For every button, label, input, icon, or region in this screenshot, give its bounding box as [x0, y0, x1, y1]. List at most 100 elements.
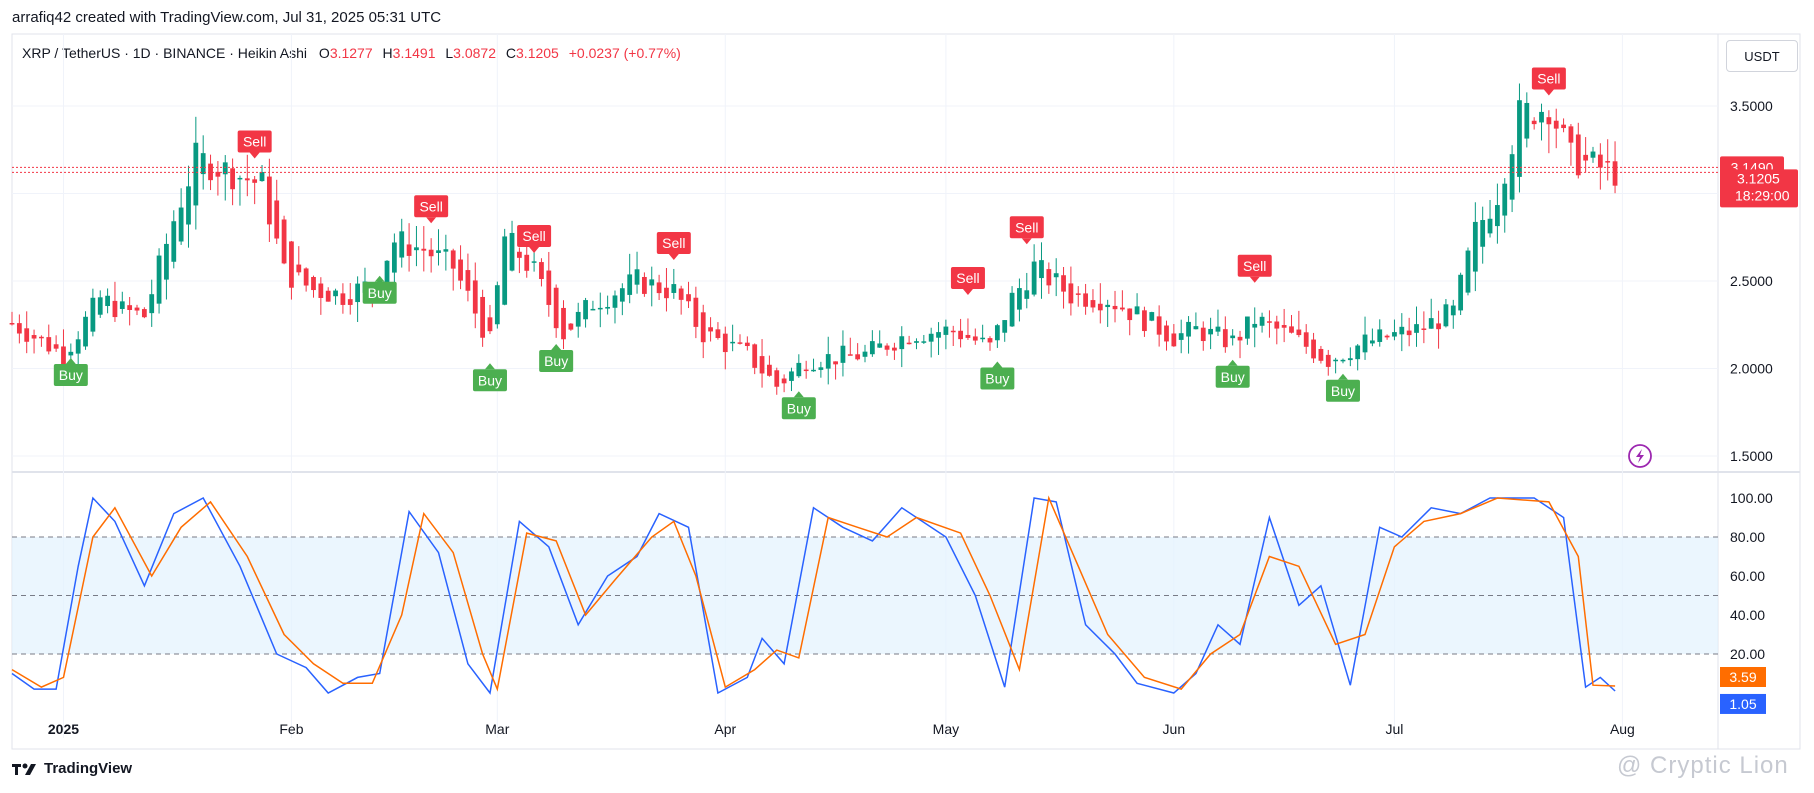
- candle-body-down: [1384, 335, 1390, 338]
- candle-body-up: [730, 341, 736, 344]
- candle-body-down: [487, 317, 493, 332]
- candle-body-down: [1289, 326, 1294, 333]
- candle-body-down: [700, 312, 706, 343]
- watermark: @ Cryptic Lion: [1617, 752, 1789, 779]
- candle-body-up: [1487, 218, 1493, 234]
- candle-body-up: [1377, 329, 1383, 342]
- candle-body-down: [1296, 329, 1302, 336]
- candle-body-down: [708, 327, 713, 332]
- candle-body-up: [1443, 304, 1449, 327]
- candle-body-down: [906, 342, 912, 345]
- symbol-line[interactable]: XRP / TetherUS · 1D · BINANCE · Heikin A…: [22, 45, 308, 61]
- candle-body-up: [193, 142, 199, 206]
- sell-signal-arrow: [529, 247, 540, 253]
- candle-body-down: [215, 171, 221, 177]
- candle-body-up: [1539, 111, 1544, 123]
- candle-body-down: [39, 336, 44, 339]
- candle-body-up: [502, 236, 508, 305]
- candle-body-down: [722, 333, 728, 353]
- candle-body-down: [1075, 293, 1081, 295]
- sell-signal-label: Sell: [522, 228, 545, 244]
- buy-signal-label: Buy: [478, 372, 502, 388]
- tradingview-logo-icon: [12, 763, 36, 775]
- candle-body-up: [1472, 221, 1478, 272]
- sell-signal-label: Sell: [419, 198, 442, 214]
- sell-signal-label: Sell: [243, 134, 266, 150]
- candle-body-down: [767, 364, 772, 376]
- price-tick-label: 1.5000: [1730, 448, 1773, 464]
- candle-body-down: [752, 344, 758, 368]
- candle-body-up: [105, 295, 110, 307]
- time-tick-label: Mar: [485, 721, 509, 737]
- candle-body-down: [1237, 336, 1243, 341]
- buy-signal-label: Buy: [368, 285, 392, 301]
- buy-signal-label: Buy: [59, 367, 83, 383]
- signals: Buy Sell Buy Sell Buy Sell Buy Sell Buy Sell Buy Se…: [53, 67, 1566, 420]
- candle-body-up: [605, 306, 611, 309]
- candle-body-down: [1575, 134, 1581, 176]
- chart-credit: arrafiq42 created with TradingView.com, …: [12, 9, 442, 26]
- time-tick-label: Jul: [1385, 721, 1403, 737]
- lightning-icon[interactable]: [1628, 444, 1652, 468]
- tradingview-brand: TradingView: [44, 760, 133, 777]
- candle-body-down: [112, 300, 118, 318]
- candle-body-up: [1340, 359, 1346, 362]
- buy-signal-label: Buy: [1221, 369, 1245, 385]
- time-tick-label: Jun: [1163, 721, 1186, 737]
- candle-body-up: [943, 326, 949, 335]
- candle-body-down: [803, 369, 809, 372]
- candle-body-up: [436, 250, 441, 253]
- candle-body-up: [877, 343, 883, 348]
- candle-body-down: [1267, 321, 1272, 323]
- buy-signal-badge: [539, 350, 574, 372]
- candle-body-up: [914, 341, 919, 343]
- candle-body-up: [575, 311, 581, 327]
- candle-body-up: [1024, 290, 1030, 299]
- candle-body-up: [1230, 335, 1236, 339]
- candle-body-up: [75, 339, 81, 354]
- candle-body-up: [1369, 340, 1375, 344]
- candle-body-down: [1318, 348, 1324, 361]
- candle-body-up: [1039, 260, 1044, 279]
- candle-body-up: [90, 297, 96, 332]
- sell-signal-arrow: [426, 217, 437, 224]
- buy-signal-arrow: [65, 358, 76, 364]
- candle-body-down: [737, 342, 743, 344]
- candle-body-down: [311, 276, 316, 291]
- candle-body-up: [583, 300, 588, 320]
- candle-body-down: [450, 250, 456, 269]
- candle-body-up: [796, 362, 802, 377]
- candle-body-down: [347, 299, 353, 305]
- candle-body-down: [759, 356, 765, 374]
- candle-body-down: [325, 290, 331, 302]
- time-tick-label: 2025: [48, 721, 79, 737]
- tradingview-logo[interactable]: TradingView: [12, 760, 132, 777]
- price-tick-label: 2.5000: [1730, 273, 1773, 289]
- candle-body-down: [950, 330, 956, 333]
- candle-body-down: [480, 296, 486, 338]
- candle-body-up: [531, 261, 537, 263]
- open-label: O: [318, 45, 330, 61]
- candle-body-down: [1421, 328, 1427, 330]
- buy-signal-arrow: [1337, 373, 1348, 380]
- low-value: 3.0872: [453, 45, 496, 61]
- candle-body-down: [678, 288, 684, 300]
- candle-body-up: [1355, 345, 1361, 360]
- candle-body-down: [1112, 305, 1118, 310]
- candle-body-down: [1281, 325, 1287, 328]
- buy-signal-arrow: [551, 344, 562, 350]
- sell-signal-badge: [1237, 254, 1272, 277]
- sell-signal-badge: [1009, 216, 1044, 239]
- sell-signal-arrow: [1021, 238, 1032, 245]
- candle-body-up: [671, 284, 677, 293]
- currency-button[interactable]: USDT: [1726, 40, 1798, 72]
- candles: [9, 83, 1618, 395]
- candle-body-up: [399, 231, 405, 258]
- osc-tick-label: 40.00: [1730, 607, 1765, 623]
- candle-body-down: [516, 251, 522, 258]
- candle-body-down: [281, 219, 287, 264]
- candle-body-down: [1325, 354, 1331, 367]
- chart-svg[interactable]: Buy Sell Buy Sell Buy Sell Buy Sell Buy Sell Buy Se…: [0, 0, 1814, 750]
- candle-body-up: [156, 255, 162, 304]
- candle-body-up: [1009, 292, 1015, 327]
